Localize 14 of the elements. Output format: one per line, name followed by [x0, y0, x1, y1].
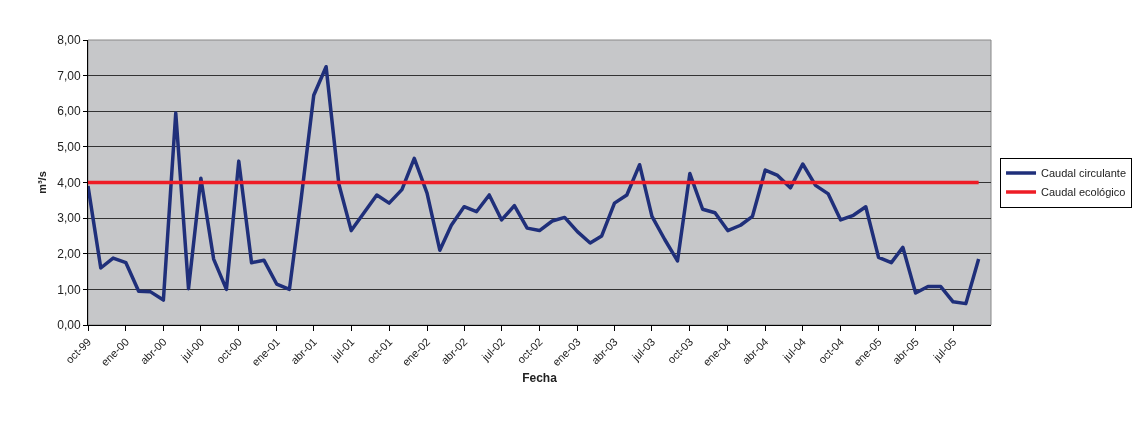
legend-label: Caudal ecológico	[1041, 186, 1126, 199]
y-tick-label: 8,00	[57, 33, 81, 48]
y-tick-label: 1,00	[57, 282, 81, 297]
y-tick-label: 2,00	[57, 246, 81, 261]
y-axis-title: m³/s	[35, 171, 48, 194]
line-series	[88, 64, 981, 306]
y-tick-label: 7,00	[57, 68, 81, 83]
y-tick-label: 5,00	[57, 140, 81, 155]
y-tick-label: 0,00	[57, 318, 81, 333]
y-tick-label: 6,00	[57, 104, 81, 119]
x-axis-title: Fecha	[522, 371, 558, 386]
y-tick-label: 4,00	[57, 175, 81, 190]
y-tick-label: 3,00	[57, 211, 81, 226]
legend-label: Caudal circulante	[1041, 167, 1127, 180]
